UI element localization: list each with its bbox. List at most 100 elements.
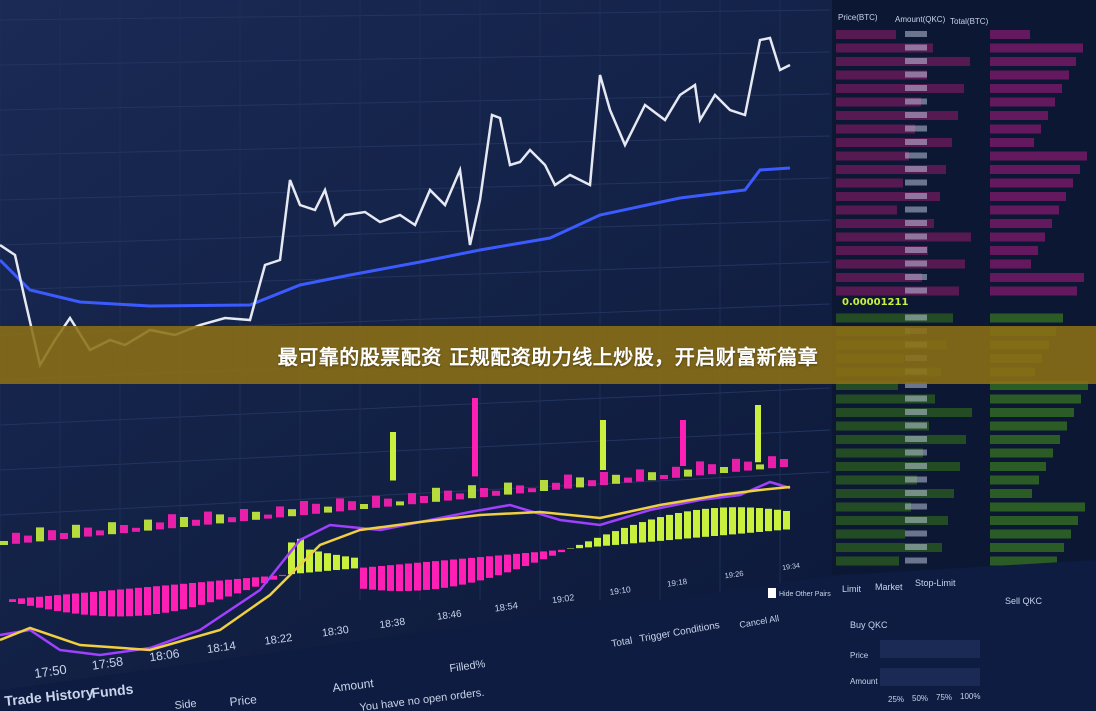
macd-bar bbox=[261, 576, 268, 584]
macd-bar bbox=[621, 527, 628, 545]
time-label: 17:58 bbox=[91, 654, 124, 672]
time-label: 18:38 bbox=[379, 617, 406, 632]
macd-bar bbox=[414, 562, 421, 591]
volume-bar bbox=[456, 493, 464, 500]
amount-input[interactable] bbox=[880, 668, 980, 686]
order-book-amount bbox=[905, 274, 927, 280]
volume-bar bbox=[696, 461, 704, 476]
volume-bar bbox=[504, 482, 512, 495]
order-book-amount bbox=[905, 490, 927, 496]
order-book-amount bbox=[905, 247, 927, 253]
order-book-amount bbox=[905, 139, 927, 145]
percent-75[interactable]: 75% bbox=[936, 693, 952, 702]
volume-bar bbox=[372, 495, 380, 508]
depth-bar bbox=[990, 219, 1052, 228]
order-book-amount bbox=[905, 233, 927, 240]
macd-bar bbox=[72, 593, 79, 614]
volume-bar bbox=[84, 527, 92, 537]
volume-bar bbox=[648, 472, 656, 481]
depth-bar bbox=[990, 165, 1080, 174]
volume-bar bbox=[384, 498, 392, 507]
tab-limit[interactable]: Limit bbox=[842, 584, 862, 594]
tab-funds[interactable]: Funds bbox=[91, 681, 135, 701]
depth-bar bbox=[990, 556, 1057, 566]
order-book-amount bbox=[905, 463, 927, 469]
depth-bar bbox=[990, 111, 1048, 120]
tab-stop-limit[interactable]: Stop-Limit bbox=[915, 578, 956, 588]
volume-bar bbox=[744, 461, 752, 471]
macd-bar bbox=[27, 597, 34, 606]
volume-bar bbox=[180, 517, 188, 527]
volume-bar bbox=[624, 477, 632, 483]
order-book-header: Price(BTC) Amount(QKC) Total(BTC) 0.0000… bbox=[838, 13, 989, 308]
depth-bar bbox=[990, 462, 1046, 471]
macd-bar bbox=[540, 551, 547, 560]
order-book-row bbox=[836, 138, 952, 147]
order-book-amount bbox=[905, 31, 927, 37]
macd-bar bbox=[405, 563, 412, 591]
percent-50[interactable]: 50% bbox=[912, 694, 928, 703]
volume-bar bbox=[576, 477, 584, 488]
grid-line bbox=[0, 177, 831, 201]
moving-average-line bbox=[0, 166, 791, 308]
time-label: 18:46 bbox=[436, 608, 462, 622]
percent-100[interactable]: 100% bbox=[960, 692, 980, 701]
macd-bar bbox=[468, 557, 475, 583]
trade-panel: Limit Market Stop-Limit Buy QKC Sell QKC… bbox=[842, 578, 1043, 704]
depth-bar bbox=[990, 543, 1064, 552]
order-book-amount bbox=[905, 557, 927, 564]
volume-bar bbox=[540, 480, 548, 491]
column-amount: Amount bbox=[332, 676, 375, 695]
volume-bar bbox=[492, 490, 500, 496]
time-label: 18:06 bbox=[148, 646, 180, 664]
order-book-amount bbox=[905, 517, 927, 523]
order-book-amount bbox=[905, 503, 927, 510]
column-filled: Filled% bbox=[449, 658, 487, 675]
macd-bar bbox=[522, 553, 529, 567]
volume-bar bbox=[732, 458, 740, 472]
price-input[interactable] bbox=[880, 640, 980, 658]
order-book-amount bbox=[905, 206, 927, 213]
time-label: 19:34 bbox=[782, 562, 801, 572]
macd-bar bbox=[729, 507, 736, 535]
macd-bar bbox=[90, 591, 97, 616]
volume-bar bbox=[324, 506, 332, 513]
macd-bar bbox=[432, 561, 439, 590]
grid-line bbox=[0, 93, 831, 111]
volume-bar bbox=[36, 527, 44, 542]
volume-bar bbox=[432, 487, 440, 502]
macd-bar bbox=[18, 598, 25, 604]
order-book-row bbox=[836, 448, 923, 458]
hide-other-pairs-checkbox[interactable] bbox=[768, 588, 776, 598]
sell-label: Sell QKC bbox=[1005, 596, 1043, 606]
macd-bar bbox=[378, 565, 385, 591]
grid-line bbox=[0, 261, 831, 291]
macd-bar bbox=[441, 560, 448, 588]
volume-bar bbox=[168, 514, 176, 529]
order-book-row bbox=[836, 273, 922, 282]
order-book-row bbox=[836, 529, 905, 539]
macd-bar bbox=[765, 508, 772, 532]
volume-bar bbox=[336, 498, 344, 512]
volume-bar bbox=[720, 467, 728, 473]
time-axis: 17:50 17:58 18:06 18:14 18:22 18:30 18:38 18:46… bbox=[33, 562, 800, 681]
hide-other-pairs-label: Hide Other Pairs bbox=[779, 591, 831, 598]
time-label: 17:50 bbox=[33, 662, 67, 681]
depth-bar bbox=[990, 286, 1077, 296]
time-label: 18:54 bbox=[494, 599, 519, 613]
grid-line bbox=[0, 9, 831, 21]
depth-bar bbox=[990, 381, 1088, 390]
macd-bar bbox=[54, 595, 61, 611]
volume-spike bbox=[755, 405, 761, 463]
volume-bar bbox=[528, 488, 536, 493]
macd-bar bbox=[747, 507, 754, 533]
macd-bar bbox=[108, 590, 115, 617]
volume-bar bbox=[552, 482, 560, 490]
macd-bar bbox=[207, 581, 214, 603]
depth-bar bbox=[990, 516, 1078, 525]
macd-bar bbox=[558, 549, 565, 553]
time-label: 19:10 bbox=[609, 584, 632, 597]
grid-line bbox=[0, 387, 831, 426]
percent-25[interactable]: 25% bbox=[888, 695, 904, 704]
tab-market[interactable]: Market bbox=[875, 582, 903, 592]
